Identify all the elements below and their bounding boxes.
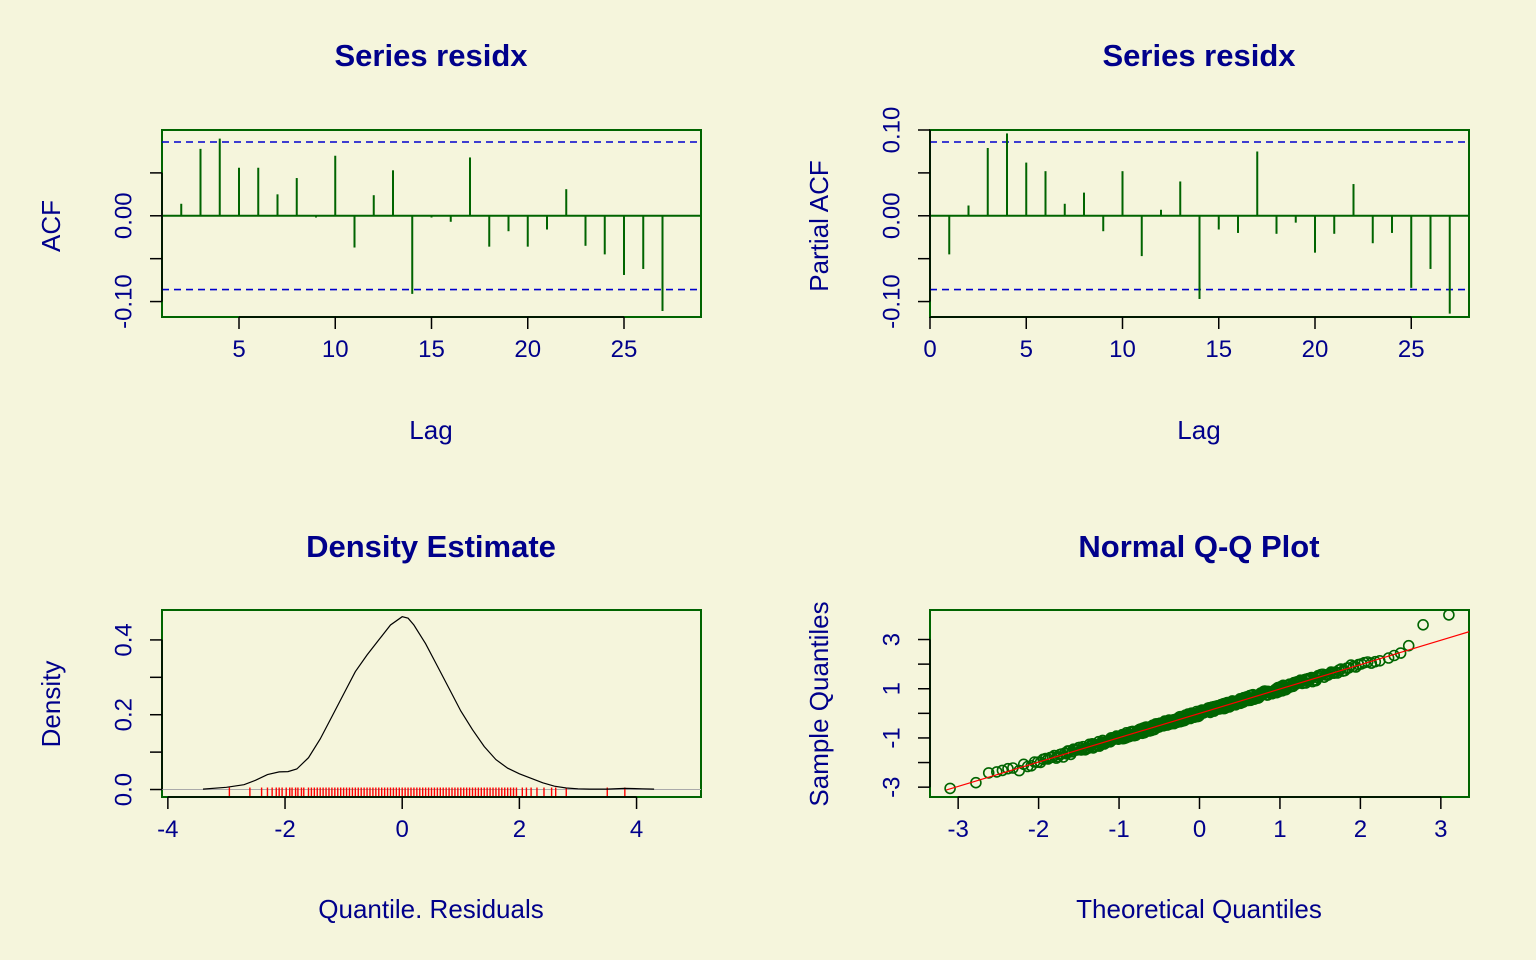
density-curve [202, 616, 655, 790]
pacf-y-tick-label: 0.00 [879, 192, 906, 239]
acf-x-label: Lag [409, 415, 452, 445]
density-title: Density Estimate [306, 529, 556, 564]
acf-title: Series residx [334, 38, 528, 73]
acf-x-tick-label: 25 [611, 336, 638, 363]
pacf-x-tick-label: 20 [1302, 336, 1329, 363]
acf-y-label: ACF [36, 200, 66, 252]
density-y-tick-label: 0.2 [111, 698, 138, 731]
density-x-tick-label: 2 [513, 816, 526, 843]
density-x-tick-label: 4 [630, 816, 643, 843]
acf-x-tick-label: 5 [232, 336, 245, 363]
density-y-tick-label: 0.0 [111, 773, 138, 806]
density-marks [162, 616, 701, 796]
density-x-axis: -4 -2 0 2 4 [157, 796, 643, 843]
qq-point [944, 782, 956, 795]
acf-x-axis: 5 10 15 20 25 [232, 316, 638, 363]
density-y-tick-label: 0.4 [111, 623, 138, 656]
density-x-tick-label: 0 [396, 816, 409, 843]
qq-x-tick-label: 1 [1273, 816, 1286, 843]
qq-x-tick-label: 2 [1354, 816, 1367, 843]
density-y-axis: 0.0 0.2 0.4 [111, 623, 163, 806]
qq-y-tick-label: 1 [879, 682, 906, 695]
qq-y-tick-label: 3 [879, 633, 906, 646]
qq-y-tick-label: -3 [879, 776, 906, 797]
qq-point [1417, 618, 1429, 631]
pacf-x-axis: 0 5 10 15 20 25 [923, 316, 1425, 363]
qq-plot-frame [929, 609, 1470, 798]
qq-point [990, 766, 1003, 778]
qq-point [996, 764, 1009, 777]
qq-title: Normal Q-Q Plot [1078, 529, 1319, 564]
pacf-y-axis: -0.10 0.00 0.10 [879, 107, 931, 329]
qq-point [982, 767, 995, 779]
acf-x-tick-label: 10 [322, 336, 349, 363]
acf-x-tick-label: 15 [418, 336, 445, 363]
pacf-title: Series residx [1102, 38, 1296, 73]
qq-point [1402, 639, 1415, 652]
density-plot-frame [161, 609, 702, 798]
qq-point [1394, 647, 1407, 659]
qq-y-axis: -3 -1 1 3 [879, 633, 931, 798]
acf-y-axis: -0.10 0.00 [111, 172, 163, 329]
qq-y-label: Sample Quantiles [804, 601, 834, 806]
qq-x-tick-label: 3 [1434, 816, 1447, 843]
pacf-y-tick-label: 0.10 [879, 107, 906, 154]
qq-x-tick-label: -2 [1028, 816, 1049, 843]
pacf-y-tick-label: -0.10 [879, 274, 906, 329]
density-x-tick-label: -2 [274, 816, 295, 843]
density-y-label: Density [36, 661, 66, 748]
qq-point [1002, 762, 1014, 775]
qq-x-tick-label: -3 [947, 816, 968, 843]
qq-x-tick-label: 0 [1193, 816, 1206, 843]
qq-point [1443, 609, 1455, 621]
density-x-label: Quantile. Residuals [318, 894, 543, 924]
acf-y-tick-label: -0.10 [111, 274, 138, 329]
acf-x-tick-label: 20 [514, 336, 541, 363]
qq-reference-line [945, 631, 1470, 791]
pacf-x-tick-label: 10 [1109, 336, 1136, 363]
qq-marks [944, 609, 1470, 795]
qq-panel: Normal Q-Q Plot -3 -2 -1 0 1 2 3 -3 -1 1 3 Theore… [804, 529, 1470, 924]
qq-y-tick-label: -1 [879, 727, 906, 748]
pacf-x-tick-label: 0 [923, 336, 936, 363]
acf-panel: Series residx 5 10 15 20 25 -0.10 0.00 Lag AC… [36, 38, 702, 445]
pacf-y-label: Partial ACF [804, 160, 834, 292]
pacf-x-tick-label: 15 [1205, 336, 1232, 363]
density-panel: Density Estimate -4 -2 0 2 4 0.0 0.2 0.4 Quant… [36, 529, 702, 924]
pacf-panel: Series residx 0 5 10 15 20 25 -0.10 0.00 0.10 L… [804, 38, 1470, 445]
qq-x-axis: -3 -2 -1 0 1 2 3 [947, 796, 1448, 843]
pacf-x-label: Lag [1177, 415, 1220, 445]
acf-y-tick-label: 0.00 [111, 192, 138, 239]
pacf-marks [930, 133, 1469, 314]
pacf-x-tick-label: 5 [1020, 336, 1033, 363]
qq-x-label: Theoretical Quantiles [1076, 894, 1322, 924]
qq-x-tick-label: -1 [1108, 816, 1129, 843]
density-x-tick-label: -4 [157, 816, 178, 843]
acf-marks [161, 138, 701, 311]
pacf-x-tick-label: 25 [1398, 336, 1425, 363]
